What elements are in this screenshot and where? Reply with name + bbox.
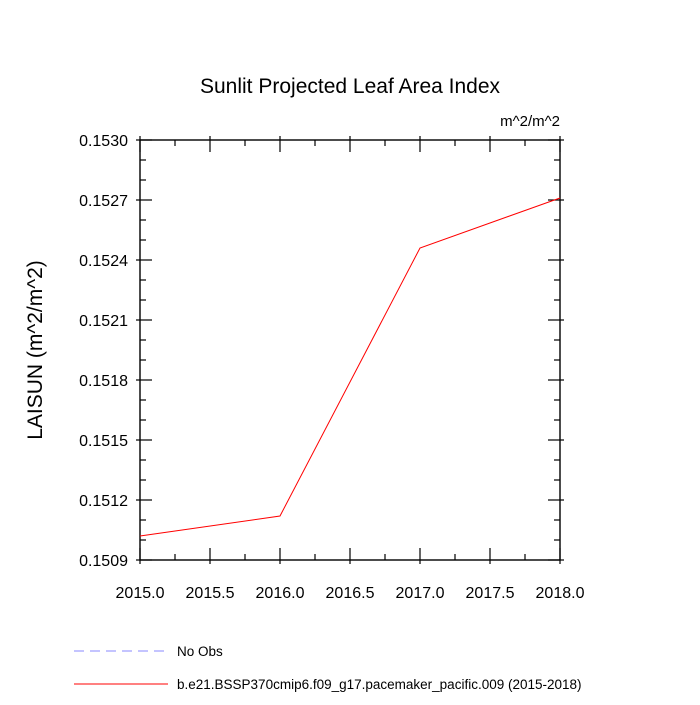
plot-frame xyxy=(139,139,561,561)
x-tick-label: 2016.5 xyxy=(326,585,375,602)
y-tick-label: 0.1512 xyxy=(79,493,128,510)
chart-title: Sunlit Projected Leaf Area Index xyxy=(200,75,501,98)
y-tick-label: 0.1524 xyxy=(79,253,128,270)
series-lines xyxy=(139,197,561,537)
y-axis-label: LAISUN (m^2/m^2) xyxy=(24,260,47,440)
x-tick-label: 2017.0 xyxy=(396,585,445,602)
y-tick-label: 0.1521 xyxy=(79,313,128,330)
x-tick-label: 2015.0 xyxy=(116,585,165,602)
axis-ticks xyxy=(136,136,564,564)
legend-label: No Obs xyxy=(177,644,223,659)
tick-labels: 2015.0 2015.5 2016.0 2016.5 2017.0 2017.5 2018… xyxy=(79,133,585,602)
y-tick-label: 0.1515 xyxy=(79,433,128,450)
y-tick-label: 0.1518 xyxy=(79,373,128,390)
units-label: m^2/m^2 xyxy=(500,113,560,130)
x-tick-label: 2018.0 xyxy=(536,585,585,602)
y-tick-label: 0.1527 xyxy=(79,193,128,210)
y-tick-label: 0.1530 xyxy=(79,133,128,150)
series-line xyxy=(139,197,561,537)
x-tick-label: 2017.5 xyxy=(466,585,515,602)
legend-label: b.e21.BSSP370cmip6.f09_g17.pacemaker_pac… xyxy=(177,677,582,692)
legend: No Obs b.e21.BSSP370cmip6.f09_g17.pacemak… xyxy=(74,644,582,692)
plot-border xyxy=(139,139,561,561)
x-tick-label: 2015.5 xyxy=(186,585,235,602)
y-tick-label: 0.1509 xyxy=(79,553,128,570)
x-tick-label: 2016.0 xyxy=(256,585,305,602)
